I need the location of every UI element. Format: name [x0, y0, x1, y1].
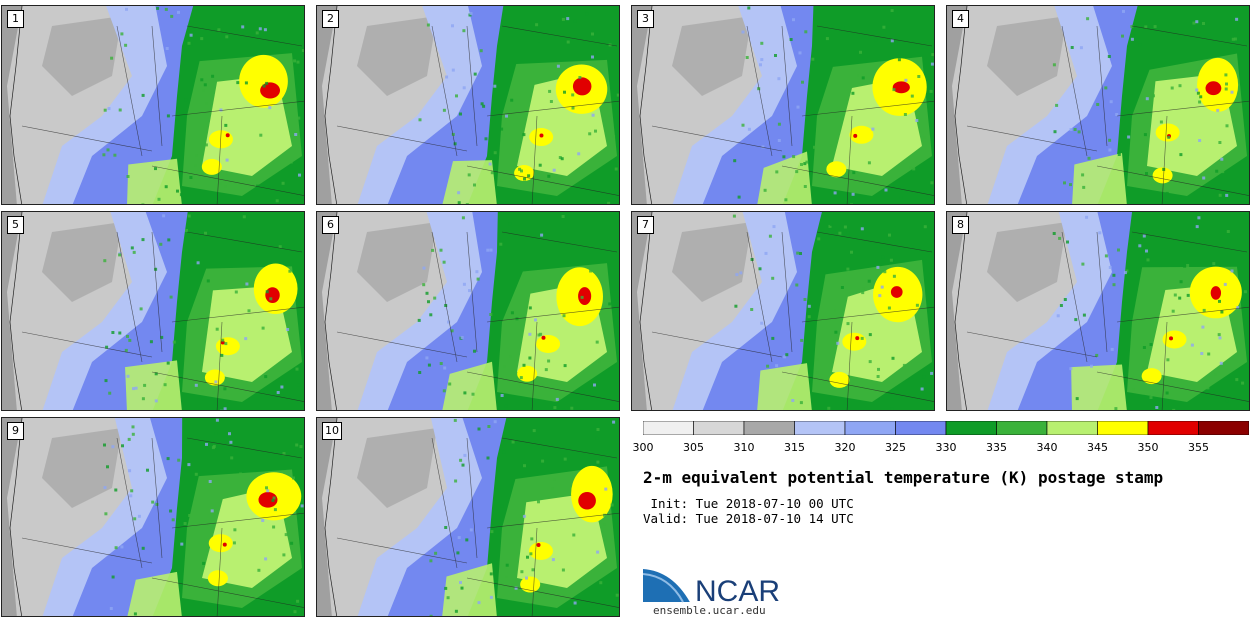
- logo-url: ensemble.ucar.edu: [653, 604, 766, 617]
- colorbar-tick-label: 345: [1087, 441, 1108, 454]
- member-label: 5: [7, 216, 24, 234]
- member-panel: 2: [316, 5, 620, 205]
- valid-time: Valid: Tue 2018-07-10 14 UTC: [643, 511, 854, 526]
- member-panel: 3: [631, 5, 935, 205]
- member-map: [2, 6, 304, 204]
- colorbar-segment: [693, 421, 745, 435]
- colorbar-tick-label: 315: [784, 441, 805, 454]
- member-map: [632, 6, 934, 204]
- member-label: 3: [637, 10, 654, 28]
- colorbar-tick-label: 350: [1137, 441, 1159, 454]
- member-map: [947, 212, 1249, 410]
- colorbar-segment: [1097, 421, 1149, 435]
- member-label: 6: [322, 216, 339, 234]
- member-panel: 1: [1, 5, 305, 205]
- member-label: 4: [952, 10, 969, 28]
- colorbar-tick-label: 330: [935, 441, 957, 454]
- colorbar-segment: [643, 421, 694, 435]
- member-map: [632, 212, 934, 410]
- colorbar-segment: [743, 421, 795, 435]
- member-panel: 9: [1, 417, 305, 617]
- colorbar-segment: [945, 421, 997, 435]
- member-panel: 5: [1, 211, 305, 411]
- colorbar-segment: [1198, 421, 1249, 435]
- colorbar-tick-label: 320: [834, 441, 856, 454]
- member-label: 7: [637, 216, 654, 234]
- colorbar-segment: [1147, 421, 1199, 435]
- colorbar-segment: [844, 421, 896, 435]
- member-panel: 8: [946, 211, 1250, 411]
- colorbar-tick-label: 325: [885, 441, 906, 454]
- member-panel: 10: [316, 417, 620, 617]
- member-label: 2: [322, 10, 339, 28]
- colorbar-tick-label: 335: [986, 441, 1007, 454]
- colorbar-tick-label: 340: [1036, 441, 1058, 454]
- ncar-logo: NCAR: [643, 567, 780, 606]
- colorbar: [643, 421, 1249, 435]
- colorbar-tick-label: 300: [632, 441, 654, 454]
- colorbar-segment: [996, 421, 1048, 435]
- member-label: 10: [322, 422, 342, 440]
- init-time: Init: Tue 2018-07-10 00 UTC: [643, 496, 854, 511]
- colorbar-segment: [895, 421, 947, 435]
- colorbar-segment: [794, 421, 846, 435]
- member-map: [317, 212, 619, 410]
- colorbar-tick-label: 310: [733, 441, 755, 454]
- member-map: [317, 418, 619, 616]
- colorbar-tick-label: 305: [683, 441, 704, 454]
- member-label: 1: [7, 10, 24, 28]
- svg-text:NCAR: NCAR: [695, 575, 780, 606]
- member-map: [2, 418, 304, 616]
- member-panel: 4: [946, 5, 1250, 205]
- member-map: [317, 6, 619, 204]
- colorbar-tick-label: 355: [1188, 441, 1209, 454]
- member-label: 9: [7, 422, 24, 440]
- member-panel: 7: [631, 211, 935, 411]
- colorbar-segment: [1046, 421, 1098, 435]
- member-map: [947, 6, 1249, 204]
- member-map: [2, 212, 304, 410]
- member-panel: 6: [316, 211, 620, 411]
- member-label: 8: [952, 216, 969, 234]
- figure-title: 2-m equivalent potential temperature (K)…: [643, 468, 1164, 487]
